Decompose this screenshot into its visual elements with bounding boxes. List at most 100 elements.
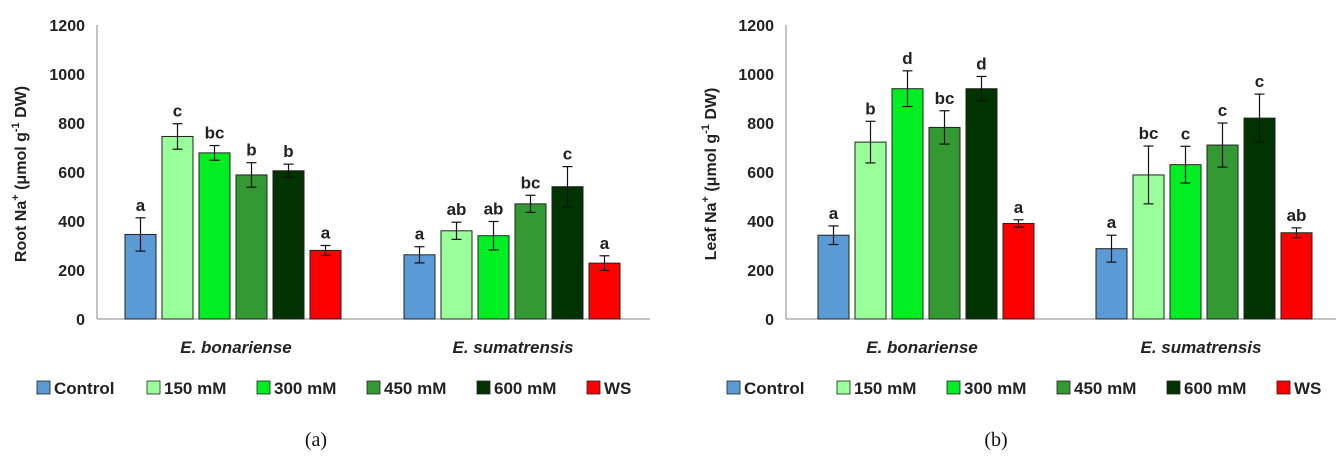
legend-label: WS [604,379,631,398]
bar [1169,164,1202,320]
y-tick-label: 200 [58,263,85,280]
bar [198,152,231,320]
y-axis-label-sup: + [10,194,22,200]
legend-swatch [1276,380,1291,395]
legend-swatch [256,380,271,395]
bar [403,254,436,320]
y-tick-label: 600 [747,165,774,182]
y-axis-label: Root Na+ (μmol g-1 DW) [10,86,30,262]
chart-panel-b: 0 200 400 600 800 1000 1200 Leaf Na+ (μmol g-1 … [700,18,1336,451]
significance-letter: c [173,102,182,121]
legend-label: 600 mM [494,379,556,398]
bar [928,126,961,320]
bar [309,249,342,320]
bar [272,170,305,320]
legend-swatch [726,380,741,395]
x-category-label: E. sumatrensis [453,338,574,357]
legend-label: 450 mM [384,379,446,398]
y-axis-label-part: DW) [703,88,720,124]
significance-letter: a [600,234,610,253]
bar [235,174,268,320]
bar [891,88,924,320]
bar [440,230,473,320]
y-axis-label-part: (μmol g [703,134,720,196]
bar [1243,117,1276,320]
y-tick-label: 800 [747,116,774,133]
legend-swatch [1056,380,1071,395]
y-tick-label: 1200 [49,18,85,35]
y-tick-label: 1200 [738,18,774,35]
x-category-label: E. bonariense [866,338,977,357]
legend-swatch [366,380,381,395]
significance-letter: c [1255,72,1264,91]
y-axis-label: Leaf Na+ (μmol g-1 DW) [700,88,720,261]
significance-letter: a [136,196,146,215]
significance-letter: ab [1287,206,1307,225]
y-tick-label: 400 [747,214,774,231]
y-tick-label: 1000 [738,67,774,84]
bar [965,88,998,320]
bar [1280,232,1313,320]
significance-letter: a [415,225,425,244]
significance-letter: a [321,224,331,243]
chart-panel-a: 0 200 400 600 800 1000 1200 Root Na+ (μmol g-1 … [10,18,650,451]
bar [551,186,584,320]
legend-swatch [476,380,491,395]
x-category-label: E. bonariense [180,338,291,357]
y-axis-label-part: Leaf Na [703,202,720,260]
y-axis-label-sup: -1 [10,122,22,132]
bar [817,234,850,320]
significance-letter: bc [1139,124,1159,143]
significance-letter: a [829,204,839,223]
legend-label: WS [1294,379,1321,398]
significance-letter: b [283,142,293,161]
legend-label: 150 mM [854,379,916,398]
legend-swatch [586,380,601,395]
y-tick-label: 0 [76,312,85,329]
bar [1002,222,1035,320]
y-tick-label: 1000 [49,67,85,84]
bar [161,135,194,320]
legend-label: 450 mM [1074,379,1136,398]
panel-label: (a) [305,429,327,451]
x-category-label: E. sumatrensis [1141,338,1262,357]
bar [1095,248,1128,320]
legend-label: 300 mM [964,379,1026,398]
bar [1206,144,1239,320]
legend-swatch [146,380,161,395]
legend-label: 150 mM [164,379,226,398]
y-tick-label: 0 [765,312,774,329]
significance-letter: c [1181,124,1190,143]
significance-letter: c [1218,101,1227,120]
significance-letter: b [246,141,256,160]
legend-swatch [946,380,961,395]
y-axis-label-part: DW) [13,86,30,122]
significance-letter: bc [521,173,541,192]
panel-label: (b) [984,429,1007,451]
legend-swatch [836,380,851,395]
y-tick-label: 600 [58,165,85,182]
bar [514,203,547,320]
significance-letter: b [865,99,875,118]
significance-letter: ab [484,199,504,218]
legend-label: 300 mM [274,379,336,398]
significance-letter: ab [447,200,467,219]
significance-letter: c [563,145,572,164]
significance-letter: bc [205,124,225,143]
y-tick-label: 800 [58,116,85,133]
legend-label: 600 mM [1184,379,1246,398]
significance-letter: d [976,54,986,73]
legend-swatch [1166,380,1181,395]
significance-letter: a [1107,213,1117,232]
bar [854,141,887,320]
legend-label: Control [54,379,114,398]
y-tick-label: 200 [747,263,774,280]
significance-letter: d [902,49,912,68]
y-axis-label-sup: -1 [700,124,712,134]
legend-swatch [36,380,51,395]
bar [588,262,621,320]
y-axis-label-part: (μmol g [13,132,30,194]
y-axis-label-sup: + [700,196,712,202]
y-axis-label-part: Root Na [13,201,30,262]
